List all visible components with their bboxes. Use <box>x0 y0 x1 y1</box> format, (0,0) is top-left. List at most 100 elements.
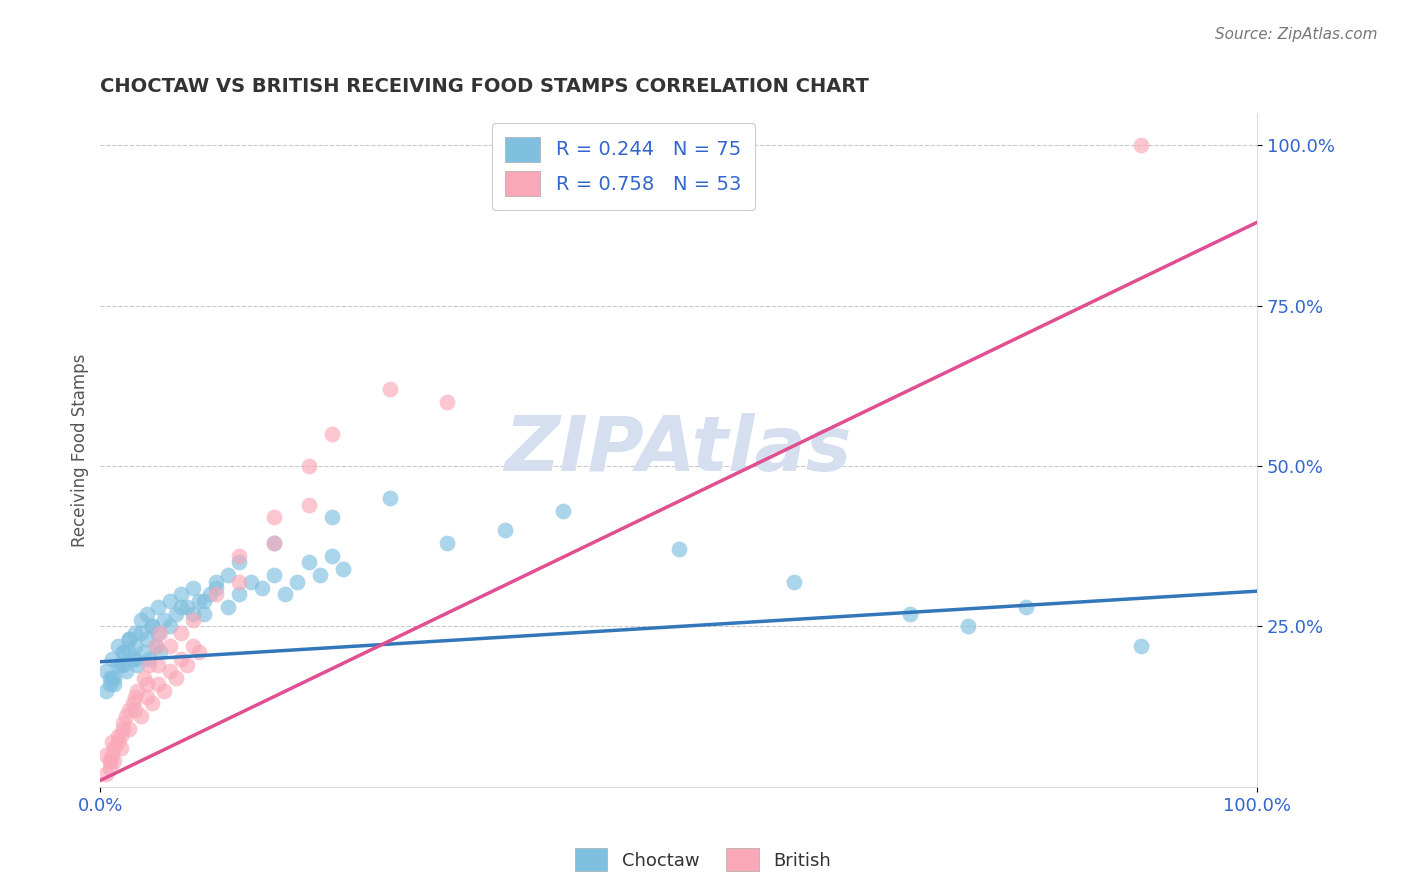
Point <box>129 709 152 723</box>
Point <box>176 600 198 615</box>
Point <box>134 671 156 685</box>
Point <box>103 677 125 691</box>
Point <box>159 594 181 608</box>
Point <box>176 657 198 672</box>
Point <box>263 510 285 524</box>
Point <box>165 607 187 621</box>
Point <box>1015 600 1038 615</box>
Point <box>94 665 117 679</box>
Point <box>321 549 343 563</box>
Point <box>159 665 181 679</box>
Point <box>205 587 228 601</box>
Point <box>145 639 167 653</box>
Point <box>494 523 516 537</box>
Point <box>181 607 204 621</box>
Point <box>153 683 176 698</box>
Point <box>138 651 160 665</box>
Point <box>321 427 343 442</box>
Point <box>110 741 132 756</box>
Point <box>94 747 117 762</box>
Point <box>124 703 146 717</box>
Point <box>112 645 135 659</box>
Point <box>252 581 274 595</box>
Point <box>94 767 117 781</box>
Y-axis label: Receiving Food Stamps: Receiving Food Stamps <box>72 353 89 547</box>
Point <box>205 581 228 595</box>
Point <box>145 639 167 653</box>
Point <box>135 690 157 704</box>
Point <box>118 632 141 647</box>
Point <box>1130 639 1153 653</box>
Point <box>309 568 332 582</box>
Point <box>148 626 170 640</box>
Point <box>228 574 250 589</box>
Point <box>898 607 921 621</box>
Point <box>127 683 149 698</box>
Point <box>98 761 121 775</box>
Point <box>141 619 163 633</box>
Point <box>321 510 343 524</box>
Point <box>297 459 319 474</box>
Point <box>98 754 121 768</box>
Point <box>135 677 157 691</box>
Point <box>103 671 125 685</box>
Legend: R = 0.244   N = 75, R = 0.758   N = 53: R = 0.244 N = 75, R = 0.758 N = 53 <box>492 123 755 210</box>
Point <box>297 498 319 512</box>
Point <box>668 542 690 557</box>
Point <box>107 639 129 653</box>
Point <box>141 619 163 633</box>
Point <box>170 651 193 665</box>
Point <box>170 626 193 640</box>
Point <box>378 382 401 396</box>
Point <box>187 594 209 608</box>
Point <box>274 587 297 601</box>
Point <box>107 729 129 743</box>
Point <box>436 395 458 409</box>
Text: ZIPAtlas: ZIPAtlas <box>505 413 852 487</box>
Point <box>551 504 574 518</box>
Point <box>297 555 319 569</box>
Point <box>112 715 135 730</box>
Point <box>127 657 149 672</box>
Point <box>148 600 170 615</box>
Point <box>124 639 146 653</box>
Point <box>112 657 135 672</box>
Point <box>285 574 308 589</box>
Point <box>217 600 239 615</box>
Legend: Choctaw, British: Choctaw, British <box>568 841 838 879</box>
Point <box>121 697 143 711</box>
Point <box>98 677 121 691</box>
Point <box>138 657 160 672</box>
Point <box>187 645 209 659</box>
Point <box>124 651 146 665</box>
Point <box>118 703 141 717</box>
Point <box>124 626 146 640</box>
Point <box>193 594 215 608</box>
Point <box>228 549 250 563</box>
Point <box>101 671 124 685</box>
Point <box>228 587 250 601</box>
Point <box>181 613 204 627</box>
Point <box>149 626 172 640</box>
Point <box>103 754 125 768</box>
Point <box>112 645 135 659</box>
Point <box>181 639 204 653</box>
Point <box>129 613 152 627</box>
Point <box>170 587 193 601</box>
Point <box>135 607 157 621</box>
Point <box>101 651 124 665</box>
Point <box>148 677 170 691</box>
Point <box>956 619 979 633</box>
Point <box>110 657 132 672</box>
Point <box>263 536 285 550</box>
Point <box>239 574 262 589</box>
Point <box>134 645 156 659</box>
Point <box>159 639 181 653</box>
Point <box>378 491 401 505</box>
Point <box>121 651 143 665</box>
Text: Source: ZipAtlas.com: Source: ZipAtlas.com <box>1215 27 1378 42</box>
Text: CHOCTAW VS BRITISH RECEIVING FOOD STAMPS CORRELATION CHART: CHOCTAW VS BRITISH RECEIVING FOOD STAMPS… <box>100 78 869 96</box>
Point <box>118 722 141 736</box>
Point <box>205 574 228 589</box>
Point <box>217 568 239 582</box>
